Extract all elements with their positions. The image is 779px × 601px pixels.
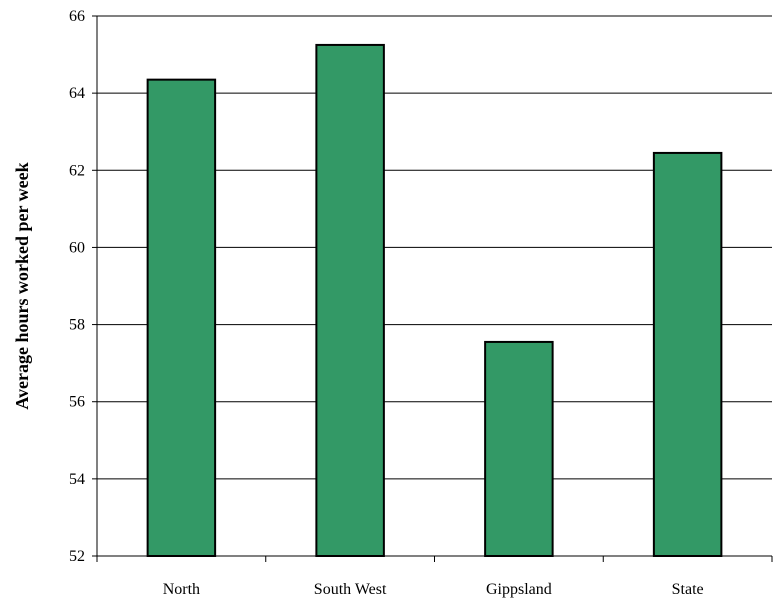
- bar-state: [652, 151, 723, 558]
- y-tick-label: 56: [69, 394, 85, 411]
- x-tick-labels: North South West Gippsland State: [163, 581, 704, 598]
- y-tick-labels: 52 54 56 58 60 62 64 66: [69, 8, 85, 565]
- y-tick-label: 54: [69, 471, 85, 488]
- bar-north: [146, 78, 217, 558]
- y-tick-label: 52: [69, 548, 85, 565]
- x-tick-label: South West: [314, 581, 387, 598]
- y-tick-label: 60: [69, 239, 85, 256]
- axes: [92, 15, 773, 562]
- y-axis-label: Average hours worked per week: [12, 162, 32, 409]
- bar-gippsland: [484, 340, 554, 557]
- bar-south-west: [315, 43, 385, 558]
- y-tick-label: 62: [69, 162, 85, 179]
- x-tick-label: North: [163, 581, 200, 598]
- x-tick-label: Gippsland: [486, 581, 552, 598]
- y-tick-label: 64: [69, 85, 85, 102]
- x-tick-label: State: [672, 581, 704, 598]
- y-tick-label: 66: [69, 8, 85, 25]
- y-tick-label: 58: [69, 317, 85, 334]
